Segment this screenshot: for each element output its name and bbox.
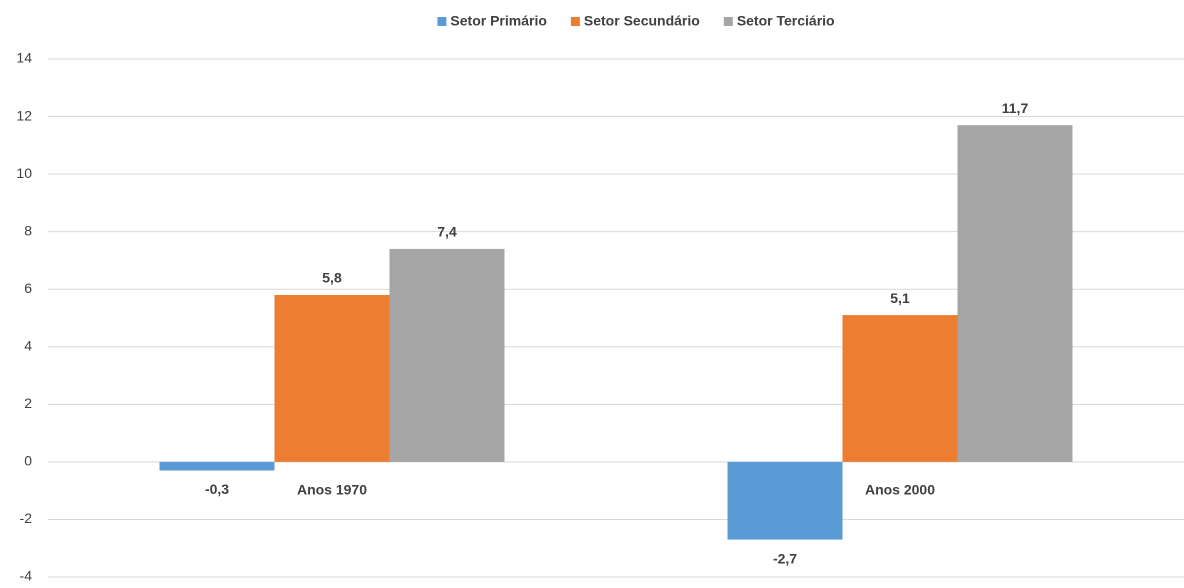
y-tick-label: 14 xyxy=(16,50,32,66)
x-tick-label: Anos 1970 xyxy=(297,482,367,498)
bar xyxy=(957,125,1073,462)
data-label: 11,7 xyxy=(1002,100,1029,116)
data-label: 7,4 xyxy=(437,224,457,240)
bar xyxy=(159,461,275,471)
legend-label: Setor Secundário xyxy=(584,13,700,29)
data-label: -2,7 xyxy=(773,550,797,566)
y-tick-label: 0 xyxy=(24,453,32,469)
y-tick-label: -2 xyxy=(20,510,33,526)
data-label: 5,1 xyxy=(890,290,910,306)
y-tick-label: 2 xyxy=(24,395,32,411)
bar xyxy=(274,294,390,462)
legend: Setor Primário Setor Secundário Setor Terc… xyxy=(437,13,835,29)
legend-swatch xyxy=(723,17,733,26)
bar xyxy=(389,248,505,462)
bar xyxy=(727,461,843,540)
legend-label: Setor Terciário xyxy=(737,13,835,29)
legend-swatch xyxy=(437,17,447,26)
data-label: 5,8 xyxy=(322,270,342,286)
bar xyxy=(842,315,958,462)
x-tick-label: Anos 2000 xyxy=(865,482,935,498)
y-tick-label: -4 xyxy=(20,568,33,583)
data-label: -0,3 xyxy=(205,481,229,497)
y-tick-label: 8 xyxy=(24,222,32,238)
legend-swatch xyxy=(570,17,580,26)
legend-label: Setor Primário xyxy=(450,13,546,29)
y-tick-label: 12 xyxy=(16,107,32,123)
y-tick-label: 4 xyxy=(24,337,32,353)
y-tick-label: 6 xyxy=(24,280,32,296)
y-tick-label: 10 xyxy=(16,165,32,181)
